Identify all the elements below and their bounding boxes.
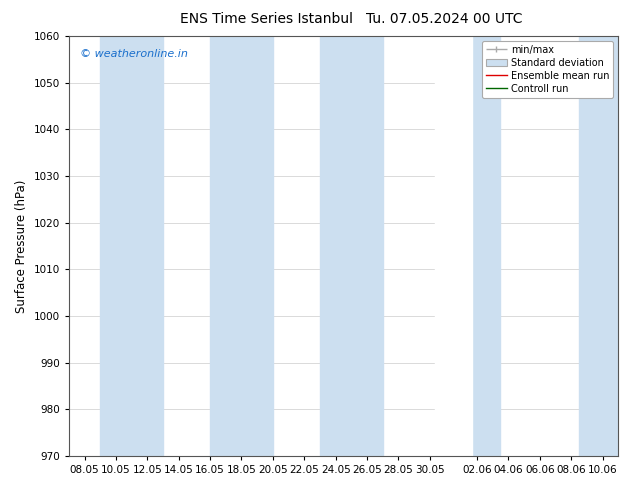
Bar bbox=[320, 36, 383, 456]
Y-axis label: Surface Pressure (hPa): Surface Pressure (hPa) bbox=[15, 179, 28, 313]
Bar bbox=[210, 36, 273, 456]
Text: Tu. 07.05.2024 00 UTC: Tu. 07.05.2024 00 UTC bbox=[366, 12, 522, 26]
Bar bbox=[434, 36, 472, 456]
Text: ENS Time Series Istanbul: ENS Time Series Istanbul bbox=[180, 12, 353, 26]
Bar bbox=[579, 36, 626, 456]
Bar bbox=[100, 36, 163, 456]
Bar bbox=[453, 36, 500, 456]
Text: © weatheronline.in: © weatheronline.in bbox=[80, 49, 188, 59]
Legend: min/max, Standard deviation, Ensemble mean run, Controll run: min/max, Standard deviation, Ensemble me… bbox=[482, 41, 613, 98]
